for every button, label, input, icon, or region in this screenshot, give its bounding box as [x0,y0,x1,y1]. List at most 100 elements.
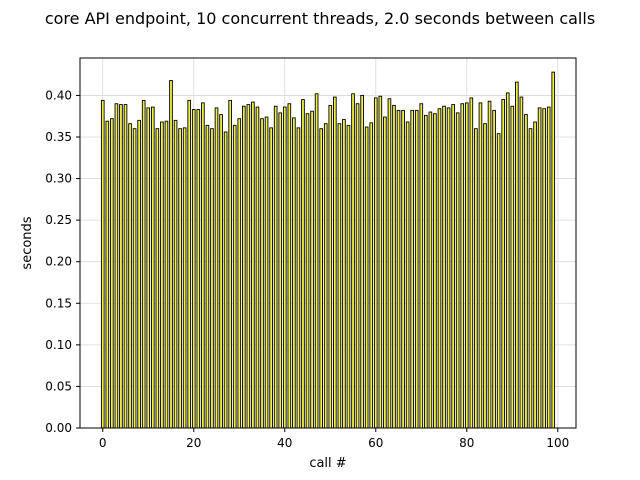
bar [478,102,483,429]
bar [355,103,360,429]
x-tick-label: 40 [277,436,292,450]
bar [219,114,223,429]
x-tick-label: 80 [459,436,474,450]
bar [269,127,273,429]
bar [196,109,201,429]
bar [187,99,192,429]
bar [542,108,546,429]
bar [223,131,228,429]
bar [501,99,506,429]
x-tick-label: 20 [186,436,201,450]
bar [282,106,287,429]
bar [464,102,469,429]
bar [455,112,460,429]
bar [410,109,415,429]
bar [360,94,364,429]
y-tick-label: 0.15 [45,296,72,310]
bar [364,126,369,429]
bar [392,104,396,429]
bar [346,124,351,429]
bar [483,123,487,429]
bar [251,101,255,429]
y-tick-label: 0.30 [45,172,72,186]
bar [246,104,251,429]
y-tick-label: 0.20 [45,255,72,269]
y-axis-label: seconds [20,216,35,269]
bar [119,104,123,429]
bar [433,113,437,429]
bar [414,109,419,429]
bar [105,120,110,429]
bar [419,103,424,429]
bar [333,96,337,429]
bar [241,105,246,429]
bar [337,123,342,429]
bar [328,104,333,429]
bar [515,81,519,429]
bar [546,106,551,429]
bar [255,106,260,429]
bar [173,119,178,429]
bar [383,116,387,429]
bar [191,109,196,429]
bar [551,71,556,429]
y-tick-label: 0.00 [45,421,72,435]
y-tick-label: 0.25 [45,213,72,227]
bar [323,123,328,429]
bar [178,128,182,429]
bar [100,99,105,429]
bar [428,111,433,429]
y-axis-ticks: 0.00 0.05 0.10 0.15 0.20 0.25 0.30 0.35 0.40 [45,88,80,435]
bar [169,79,173,429]
bar [232,124,237,429]
bar [301,99,305,429]
bar [378,95,383,429]
bar [474,128,478,429]
bar [387,98,392,429]
bar [424,114,428,429]
x-tick-label: 0 [99,436,107,450]
bar [141,99,146,429]
bar [155,128,160,429]
bar [510,105,515,429]
bar [160,121,164,429]
bar [228,99,232,429]
plot-frame [79,57,577,429]
y-tick-label: 0.10 [45,338,72,352]
bar [114,103,119,429]
x-tick-label: 100 [546,436,569,450]
bar [310,110,314,429]
bar [446,107,451,429]
bar [524,114,528,429]
bar [487,100,492,429]
bar [164,120,169,429]
bar [205,124,210,429]
bar [292,117,296,429]
bar [519,96,524,429]
bar [442,105,446,429]
y-tick-label: 0.05 [45,379,72,393]
bar [505,92,510,429]
bar [451,104,455,429]
bar [214,107,219,429]
bar [351,93,355,429]
y-tick-label: 0.35 [45,130,72,144]
x-tick-label: 60 [368,436,383,450]
bar [210,128,214,429]
bar [401,109,405,429]
chart-title: core API endpoint, 10 concurrent threads… [45,9,595,28]
y-tick-label: 0.40 [45,88,72,102]
bar [373,97,378,429]
bar [528,128,533,429]
bar [314,93,319,429]
bar [137,119,141,429]
bar [110,118,114,429]
bar [273,105,278,429]
bar [492,109,496,429]
bar [287,103,292,429]
bar [264,116,269,429]
bar [396,109,401,429]
bar [182,127,187,429]
bar [405,121,410,429]
bar [201,102,205,429]
